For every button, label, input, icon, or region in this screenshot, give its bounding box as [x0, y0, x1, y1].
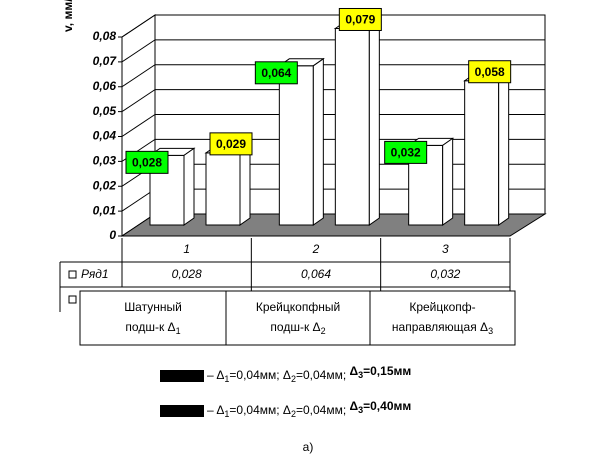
y-tick-label: 0,06	[93, 79, 117, 93]
bar-front	[278, 65, 314, 226]
description-line: Шатунный	[124, 300, 182, 314]
x-tick-label: 1	[183, 242, 190, 256]
bar-side	[442, 137, 454, 226]
value-label-box	[338, 7, 382, 31]
description-text: подш-к Δ	[125, 320, 175, 334]
subscript: 3	[358, 370, 363, 380]
bar-side	[368, 20, 380, 226]
grid-line	[121, 14, 156, 38]
subscript: 2	[291, 409, 296, 419]
legend-text-part: – Δ	[207, 403, 224, 417]
caption: а)	[303, 440, 314, 454]
bar	[333, 20, 381, 226]
grid-line	[121, 114, 156, 137]
value-label: 0,064	[261, 66, 291, 80]
x-tick-label: 3	[442, 242, 449, 256]
series-name: Ряд1	[81, 267, 109, 281]
legend-text: – Δ1=0,04мм; Δ2=0,04мм; Δ3=0,40мм	[207, 399, 411, 419]
description-box	[79, 290, 516, 346]
legend-text: – Δ1=0,04мм; Δ2=0,04мм; Δ3=0,15мм	[207, 364, 411, 384]
y-tick-label: 0,03	[93, 154, 117, 168]
value-label: 0,058	[475, 65, 505, 79]
value-label-box	[384, 140, 428, 164]
description-line: направляющая Δ3	[392, 320, 493, 336]
legend-key	[68, 295, 77, 304]
bar-front	[334, 27, 370, 226]
legend-text-part: – Δ	[207, 368, 224, 382]
value-label: 0,079	[345, 13, 375, 27]
y-tick-label: 0,02	[93, 178, 117, 192]
subscript: 2	[321, 326, 326, 336]
grid-line	[121, 64, 156, 88]
grid-line	[121, 89, 156, 113]
value-label-box	[125, 150, 169, 174]
value-label-box	[468, 60, 512, 84]
legend-swatch	[160, 370, 204, 382]
value-label: 0,029	[216, 137, 246, 151]
y-tick-label: 0	[109, 228, 116, 242]
y-axis-label: v, мм/с	[61, 0, 75, 32]
bar	[407, 137, 455, 226]
bar-side	[312, 57, 324, 226]
y-tick-label: 0,05	[93, 104, 117, 118]
table-value: 0,032	[430, 267, 460, 281]
subscript: 1	[176, 326, 181, 336]
subscript: 1	[224, 374, 229, 384]
description-line: Крейцкопф-	[409, 300, 475, 314]
y-tick-label: 0,01	[93, 203, 117, 217]
description-text: направляющая Δ	[392, 320, 488, 334]
value-label-box	[209, 132, 253, 156]
bar-side	[183, 147, 195, 226]
bar	[277, 57, 325, 226]
bar-front	[205, 152, 241, 226]
bar	[204, 144, 252, 226]
legend-text-part: Δ	[349, 364, 358, 378]
legend-text-part: =0,04мм;	[296, 368, 350, 382]
subscript: 3	[358, 405, 363, 415]
bar	[463, 72, 511, 226]
table-value: 0,064	[301, 267, 331, 281]
subscript: 3	[488, 326, 493, 336]
legend-text-part: =0,04мм;	[296, 403, 350, 417]
value-label-box	[254, 61, 298, 85]
y-tick-label: 0,07	[93, 54, 118, 68]
legend-text-part: =0,04мм; Δ	[229, 403, 291, 417]
grid-line	[121, 39, 156, 63]
x-tick-label: 2	[312, 242, 320, 256]
legend-text-part: Δ	[349, 399, 358, 413]
legend-key	[68, 270, 77, 279]
description-line: подш-к Δ1	[125, 320, 180, 336]
table-value: 0,028	[172, 267, 202, 281]
subscript: 1	[224, 409, 229, 419]
legend-swatch	[160, 405, 204, 417]
legend-text-part: =0,15мм	[363, 364, 411, 378]
bar-side	[498, 72, 510, 226]
description-line: подш-к Δ2	[270, 320, 325, 336]
subscript: 2	[291, 374, 296, 384]
y-tick-label: 0,08	[93, 29, 117, 43]
bar-side	[239, 144, 251, 226]
value-label: 0,032	[391, 146, 421, 160]
bar-front	[464, 80, 500, 226]
description-text: подш-к Δ	[270, 320, 320, 334]
y-tick-label: 0,04	[93, 129, 117, 143]
legend-text-part: =0,40мм	[363, 399, 411, 413]
description-line: Крейцкопфный	[256, 300, 340, 314]
value-label: 0,028	[132, 156, 162, 170]
legend-text-part: =0,04мм; Δ	[229, 368, 291, 382]
